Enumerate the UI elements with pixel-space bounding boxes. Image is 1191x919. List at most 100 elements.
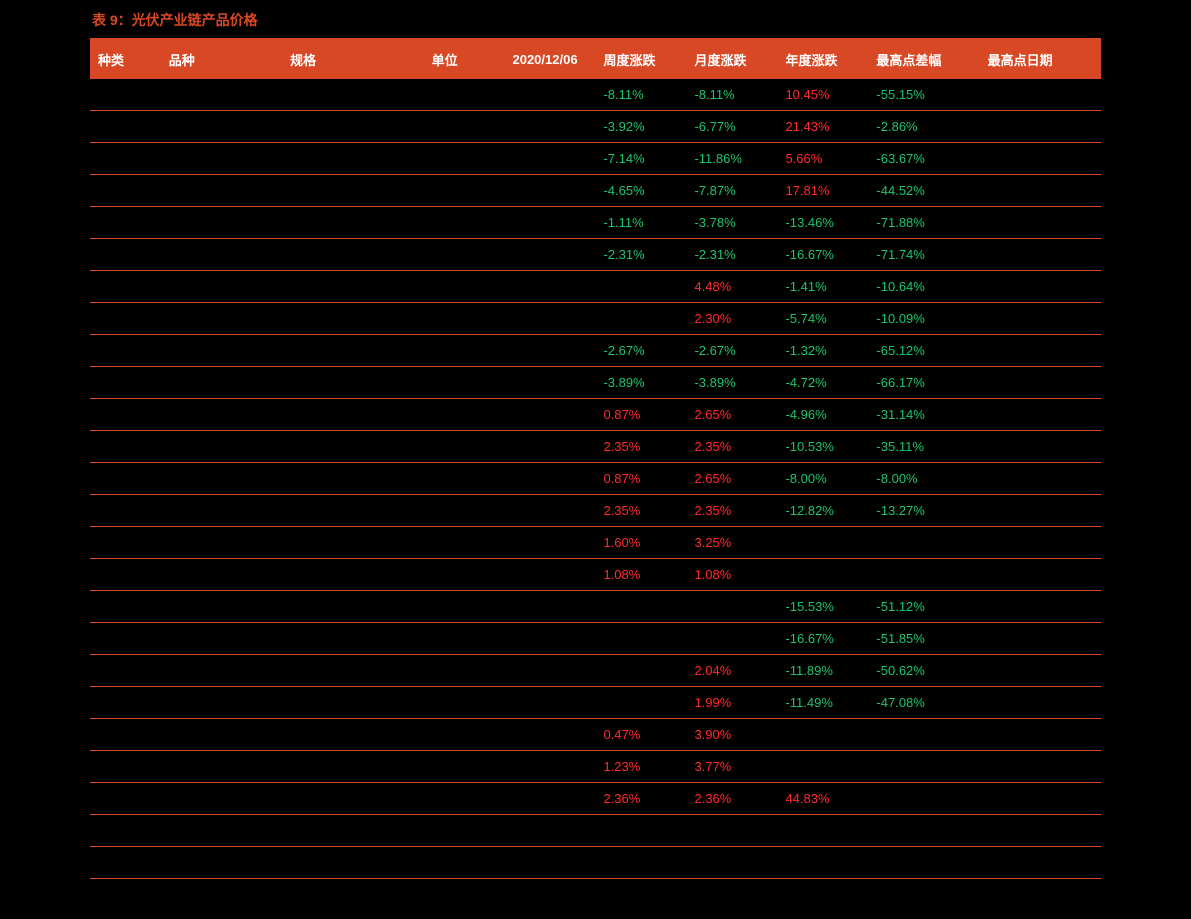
cell-hdate — [980, 719, 1101, 751]
table-row: -3.89%-3.89%-4.72%-66.17% — [90, 367, 1101, 399]
cell-date — [504, 239, 595, 271]
table-row: 4.48%-1.41%-10.64% — [90, 271, 1101, 303]
cell-date — [504, 303, 595, 335]
cell-spec — [282, 207, 424, 239]
cell-month: 2.65% — [686, 463, 777, 495]
cell-spec — [282, 783, 424, 815]
cell-hdate — [980, 431, 1101, 463]
cell-kind — [90, 239, 161, 271]
cell-unit — [424, 687, 505, 719]
cell-diff: -44.52% — [868, 175, 979, 207]
cell-spec — [282, 495, 424, 527]
cell-year: 44.83% — [777, 783, 868, 815]
cell-unit — [424, 815, 505, 847]
cell-diff — [868, 847, 979, 879]
cell-date — [504, 111, 595, 143]
cell-year: -11.89% — [777, 655, 868, 687]
cell-diff: -35.11% — [868, 431, 979, 463]
cell-year — [777, 847, 868, 879]
cell-unit — [424, 303, 505, 335]
cell-hdate — [980, 271, 1101, 303]
cell-week — [595, 591, 686, 623]
cell-unit — [424, 719, 505, 751]
cell-date — [504, 143, 595, 175]
cell-week — [595, 687, 686, 719]
cell-week: 2.35% — [595, 495, 686, 527]
cell-date — [504, 527, 595, 559]
table-row: 2.30%-5.74%-10.09% — [90, 303, 1101, 335]
cell-date — [504, 79, 595, 111]
cell-diff: -55.15% — [868, 79, 979, 111]
cell-variety — [161, 719, 282, 751]
table-row: 1.08%1.08% — [90, 559, 1101, 591]
cell-variety — [161, 751, 282, 783]
cell-variety — [161, 79, 282, 111]
cell-year: -13.46% — [777, 207, 868, 239]
cell-unit — [424, 527, 505, 559]
cell-week — [595, 271, 686, 303]
cell-diff: -31.14% — [868, 399, 979, 431]
cell-hdate — [980, 623, 1101, 655]
cell-kind — [90, 847, 161, 879]
cell-kind — [90, 623, 161, 655]
cell-week: 1.60% — [595, 527, 686, 559]
cell-unit — [424, 655, 505, 687]
cell-diff — [868, 527, 979, 559]
cell-hdate — [980, 399, 1101, 431]
cell-variety — [161, 463, 282, 495]
cell-spec — [282, 431, 424, 463]
cell-kind — [90, 175, 161, 207]
cell-unit — [424, 559, 505, 591]
cell-spec — [282, 143, 424, 175]
cell-week: -1.11% — [595, 207, 686, 239]
cell-date — [504, 559, 595, 591]
col-header-unit: 单位 — [424, 39, 505, 79]
cell-kind — [90, 655, 161, 687]
cell-unit — [424, 175, 505, 207]
cell-spec — [282, 559, 424, 591]
cell-week: -8.11% — [595, 79, 686, 111]
cell-date — [504, 495, 595, 527]
cell-month: 4.48% — [686, 271, 777, 303]
cell-year: -16.67% — [777, 623, 868, 655]
cell-unit — [424, 847, 505, 879]
cell-unit — [424, 591, 505, 623]
cell-spec — [282, 815, 424, 847]
cell-year: 10.45% — [777, 79, 868, 111]
cell-year: -12.82% — [777, 495, 868, 527]
cell-week: -7.14% — [595, 143, 686, 175]
cell-diff: -65.12% — [868, 335, 979, 367]
cell-variety — [161, 335, 282, 367]
cell-spec — [282, 751, 424, 783]
cell-variety — [161, 239, 282, 271]
table-row: -4.65%-7.87%17.81%-44.52% — [90, 175, 1101, 207]
cell-year: -1.32% — [777, 335, 868, 367]
cell-week: 1.23% — [595, 751, 686, 783]
cell-month: 3.25% — [686, 527, 777, 559]
cell-kind — [90, 815, 161, 847]
cell-week — [595, 623, 686, 655]
cell-diff: -51.12% — [868, 591, 979, 623]
cell-week — [595, 847, 686, 879]
cell-diff — [868, 559, 979, 591]
cell-variety — [161, 271, 282, 303]
cell-variety — [161, 431, 282, 463]
cell-unit — [424, 431, 505, 463]
cell-year: -8.00% — [777, 463, 868, 495]
cell-month: -7.87% — [686, 175, 777, 207]
cell-variety — [161, 207, 282, 239]
cell-unit — [424, 751, 505, 783]
cell-unit — [424, 207, 505, 239]
cell-variety — [161, 175, 282, 207]
cell-month: 2.04% — [686, 655, 777, 687]
cell-hdate — [980, 207, 1101, 239]
cell-variety — [161, 143, 282, 175]
cell-variety — [161, 591, 282, 623]
cell-month — [686, 623, 777, 655]
cell-spec — [282, 79, 424, 111]
cell-date — [504, 175, 595, 207]
cell-month: -3.78% — [686, 207, 777, 239]
cell-spec — [282, 303, 424, 335]
cell-week — [595, 303, 686, 335]
cell-week: 1.08% — [595, 559, 686, 591]
